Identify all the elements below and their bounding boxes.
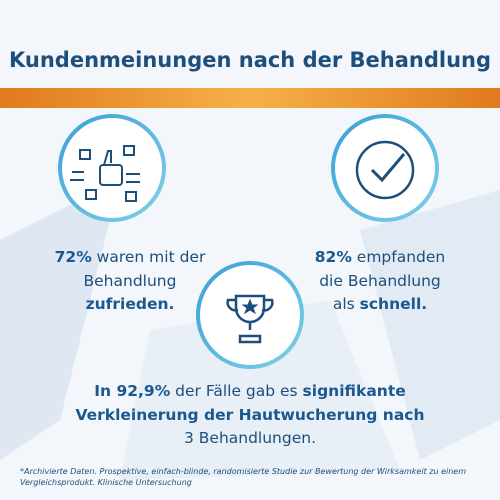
stat: In 92,9% der Fälle gab es signifikante Ve… [20,380,480,451]
stat-line: 82% empfanden [280,246,480,270]
stat-text: signifikante [302,382,406,400]
stat-text: die Behandlung [319,271,441,290]
stat-text: waren mit der [91,248,206,266]
stat-line: In 92,9% der Fälle gab es signifikante [20,380,480,404]
stat-text: Behandlung [83,271,177,290]
stat-text: Verkleinerung der Hautwucherung nach [75,405,425,424]
stat-text: schnell. [359,295,428,313]
stat-text: der Fälle gab es [170,382,303,400]
stat-line: zufrieden. [30,293,230,317]
stat-text: als [332,295,360,313]
stat: 82% empfanden die Behandlung als schnell. [280,246,480,317]
stat-line: die Behandlung [280,270,480,294]
stat-text: 82% [314,248,352,266]
stat-text: empfanden [351,248,446,266]
icon-trophy [196,261,304,369]
icon-clock [331,114,439,222]
title: Kundenmeinungen nach der Behandlung [9,48,491,72]
stat-text: In 92,9% [94,382,171,400]
stat-line: Verkleinerung der Hautwucherung nach [20,404,480,428]
footnote: *Archivierte Daten. Prospektive, einfach… [20,467,466,487]
stat-line: als schnell. [280,293,480,317]
stat-text: 72% [54,248,92,266]
accent-band [0,88,500,108]
stat-text: zufrieden. [85,295,175,313]
stat-text: 3 Behandlungen. [183,429,317,447]
stat-line: Behandlung [30,270,230,294]
stat-line: 3 Behandlungen. [20,427,480,451]
icon-thumbs [58,114,166,222]
stat-line: 72% waren mit der [30,246,230,270]
stat: 72% waren mit der Behandlung zufrieden. [30,246,230,317]
